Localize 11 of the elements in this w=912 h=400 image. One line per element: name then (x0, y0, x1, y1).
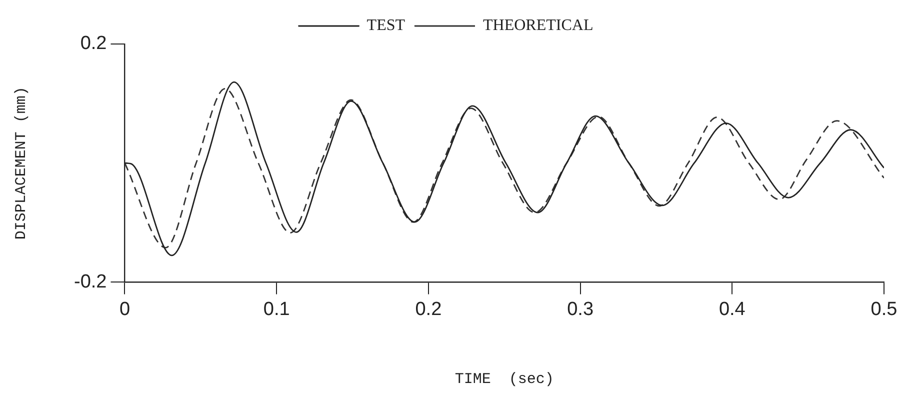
x-tick-label: 0.5 (870, 298, 898, 320)
x-tick-label: 0.3 (567, 298, 594, 320)
legend-label: TEST (366, 17, 406, 34)
y-tick-label: -0.2 (74, 271, 107, 292)
x-tick-label: 0.4 (718, 298, 746, 320)
legend-label: THEORETICAL (483, 17, 594, 34)
x-tick-label: 0.1 (263, 298, 290, 320)
x-tick-label: 0.2 (415, 298, 442, 320)
y-axis-title: DISPLACEMENT (mm) (12, 86, 30, 240)
x-tick-label: 0 (119, 298, 130, 320)
x-axis-title: TIME (sec) (454, 370, 554, 388)
